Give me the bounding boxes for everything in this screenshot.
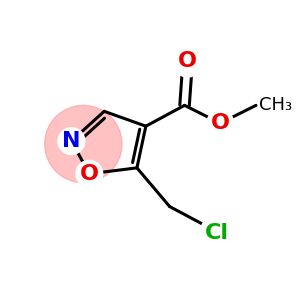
Circle shape — [207, 110, 234, 136]
Text: CH₃: CH₃ — [259, 96, 292, 114]
Text: O: O — [211, 113, 230, 133]
Circle shape — [174, 50, 201, 77]
Circle shape — [201, 217, 228, 244]
Circle shape — [76, 160, 103, 187]
Circle shape — [58, 128, 85, 154]
Text: N: N — [62, 131, 81, 151]
Text: O: O — [80, 164, 99, 184]
Text: O: O — [178, 51, 197, 71]
Circle shape — [45, 105, 122, 183]
Text: Cl: Cl — [205, 223, 229, 243]
